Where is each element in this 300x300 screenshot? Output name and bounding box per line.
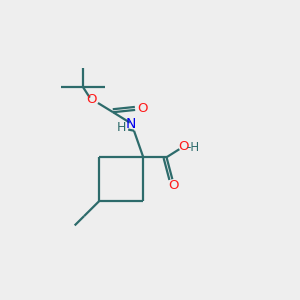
Text: O: O bbox=[178, 140, 189, 153]
Text: -H: -H bbox=[186, 141, 200, 154]
Text: O: O bbox=[86, 93, 97, 106]
Text: N: N bbox=[126, 118, 136, 131]
Text: O: O bbox=[168, 179, 179, 192]
Text: O: O bbox=[137, 102, 148, 115]
Text: H: H bbox=[116, 121, 126, 134]
